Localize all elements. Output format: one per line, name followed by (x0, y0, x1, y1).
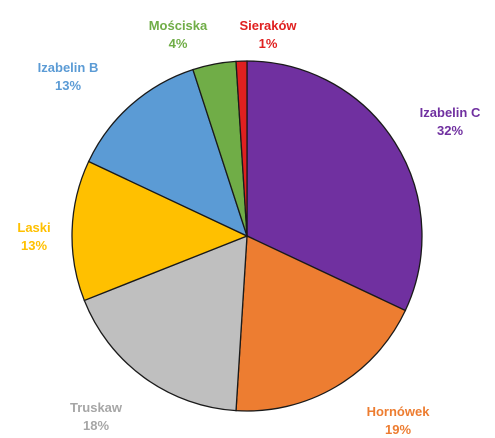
slice-value-label: 4% (169, 36, 188, 51)
slice-label-laski: Laski 13% (17, 220, 50, 253)
slice-category-label: Hornówek (367, 404, 431, 419)
slice-category-label: Izabelin C (420, 105, 481, 120)
slice-value-label: 13% (55, 78, 81, 93)
pie-slice-izabelin-b (87, 68, 249, 238)
slice-category-label: Truskaw (70, 400, 123, 415)
slice-category-label: Mościska (149, 18, 208, 33)
slice-category-label: Izabelin B (38, 60, 99, 75)
slice-value-label: 19% (385, 422, 411, 437)
slice-label-izabelin-c: Izabelin C 32% (420, 105, 481, 138)
slice-value-label: 1% (259, 36, 278, 51)
slice-value-label: 18% (83, 418, 109, 433)
slice-value-label: 13% (21, 238, 47, 253)
pie-slice-izabelin-c (246, 60, 423, 312)
slice-label-sierakow: Sieraków 1% (239, 18, 297, 51)
pie-slice-hornowek (235, 235, 407, 412)
slice-label-izabelin-b: Izabelin B 13% (38, 60, 99, 93)
pie-slices (71, 60, 423, 412)
pie-slice-sierakow (235, 60, 248, 237)
pie-slice-laski (71, 160, 249, 302)
slice-category-label: Laski (17, 220, 50, 235)
slice-value-label: 32% (437, 123, 463, 138)
pie-labels: Izabelin C 32% Hornówek 19% Truskaw 18% Laski 1… (17, 18, 481, 437)
slice-category-label: Sieraków (239, 18, 297, 33)
slice-label-hornowek: Hornówek 19% (367, 404, 431, 437)
slice-label-mosciska: Mościska 4% (149, 18, 208, 51)
pie-slice-truskaw (83, 235, 248, 412)
slice-label-truskaw: Truskaw 18% (70, 400, 123, 433)
